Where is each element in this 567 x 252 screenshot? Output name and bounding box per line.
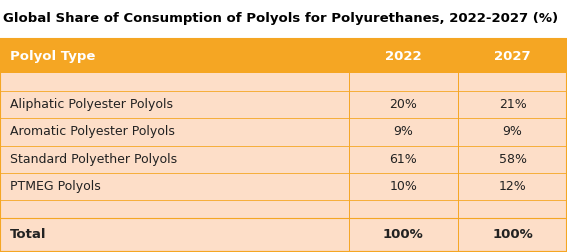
- Text: 9%: 9%: [393, 125, 413, 138]
- Text: 58%: 58%: [498, 153, 527, 166]
- Text: 9%: 9%: [502, 125, 523, 138]
- Text: 100%: 100%: [492, 228, 533, 241]
- Bar: [0, 39, 567, 252]
- Bar: [0, 73, 567, 91]
- Text: 100%: 100%: [383, 228, 424, 241]
- Bar: [0, 145, 567, 173]
- Bar: [0, 91, 567, 118]
- Text: Standard Polyether Polyols: Standard Polyether Polyols: [10, 153, 177, 166]
- Bar: [0, 39, 567, 73]
- Text: Total: Total: [10, 228, 46, 241]
- Bar: [0, 218, 567, 252]
- Text: Polyol Type: Polyol Type: [10, 50, 96, 63]
- Text: PTMEG Polyols: PTMEG Polyols: [10, 180, 101, 193]
- Text: 10%: 10%: [390, 180, 417, 193]
- Text: Aliphatic Polyester Polyols: Aliphatic Polyester Polyols: [10, 98, 173, 111]
- Text: 2027: 2027: [494, 50, 531, 63]
- Text: 2022: 2022: [385, 50, 422, 63]
- Text: 12%: 12%: [499, 180, 526, 193]
- Text: Aromatic Polyester Polyols: Aromatic Polyester Polyols: [10, 125, 175, 138]
- Text: 20%: 20%: [390, 98, 417, 111]
- Text: Global Share of Consumption of Polyols for Polyurethanes, 2022-2027 (%): Global Share of Consumption of Polyols f…: [3, 12, 558, 25]
- Bar: [0, 200, 567, 218]
- Bar: [0, 118, 567, 145]
- Bar: [0, 173, 567, 200]
- Text: 21%: 21%: [499, 98, 526, 111]
- Text: 61%: 61%: [390, 153, 417, 166]
